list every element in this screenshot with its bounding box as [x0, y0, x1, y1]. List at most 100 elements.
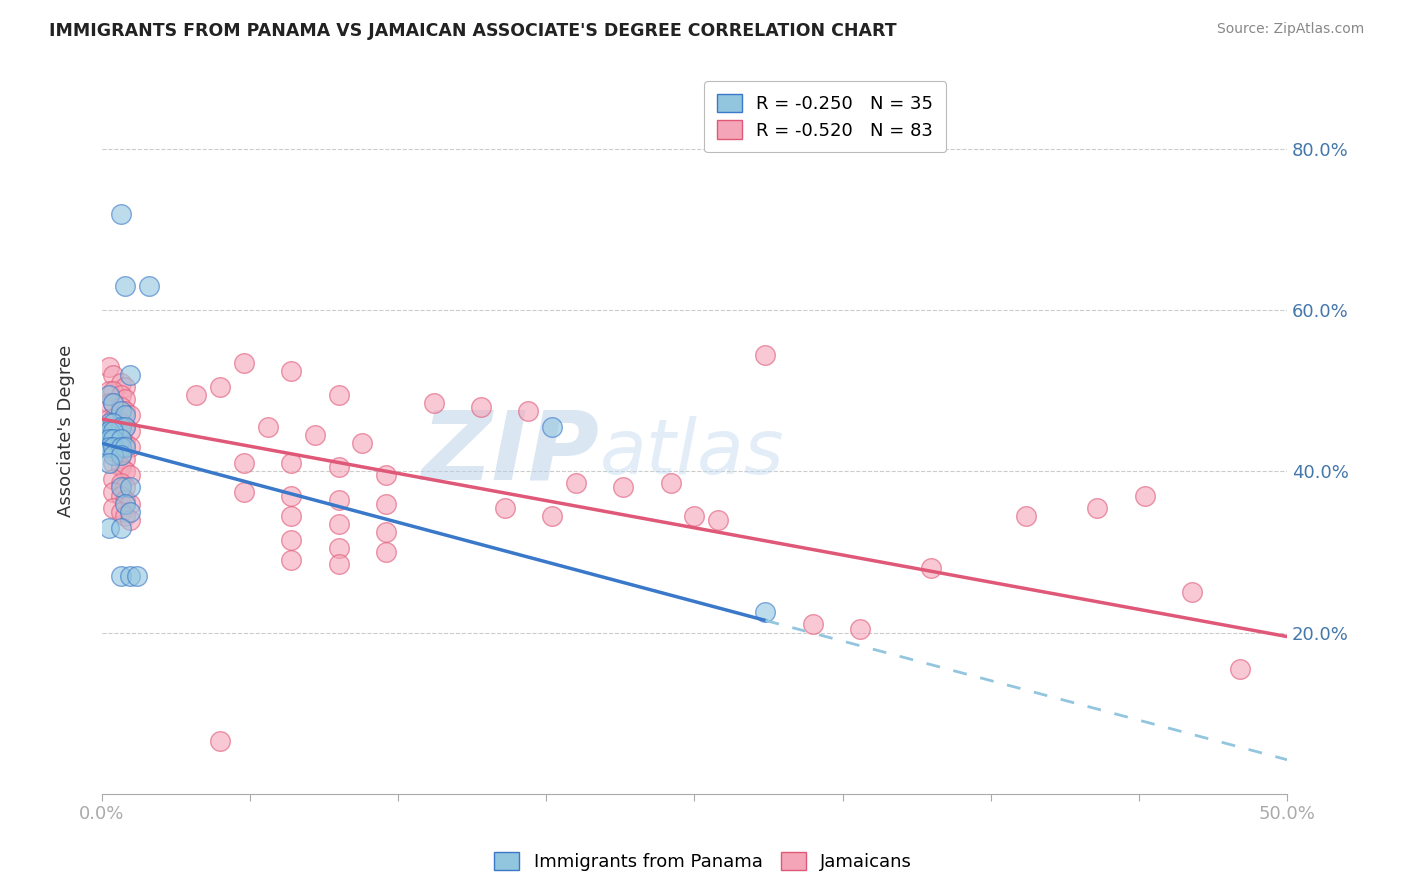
Point: [114, 436, 136, 450]
Point: [304, 428, 326, 442]
Point: [352, 436, 374, 450]
Point: [541, 508, 564, 523]
Point: [1087, 500, 1109, 515]
Point: [103, 396, 125, 410]
Point: [328, 516, 350, 531]
Point: [97, 440, 120, 454]
Point: [565, 476, 588, 491]
Point: [103, 444, 125, 458]
Point: [114, 481, 136, 495]
Point: [801, 617, 824, 632]
Point: [110, 481, 132, 495]
Text: ZIP: ZIP: [422, 407, 599, 500]
Point: [328, 460, 350, 475]
Point: [110, 432, 132, 446]
Point: [110, 440, 132, 454]
Text: IMMIGRANTS FROM PANAMA VS JAMAICAN ASSOCIATE'S DEGREE CORRELATION CHART: IMMIGRANTS FROM PANAMA VS JAMAICAN ASSOC…: [49, 22, 897, 40]
Point: [110, 416, 132, 430]
Point: [114, 497, 136, 511]
Point: [110, 489, 132, 503]
Point: [97, 521, 120, 535]
Point: [328, 541, 350, 555]
Point: [612, 481, 634, 495]
Legend: Immigrants from Panama, Jamaicans: Immigrants from Panama, Jamaicans: [486, 845, 920, 879]
Point: [541, 420, 564, 434]
Point: [118, 481, 141, 495]
Point: [118, 408, 141, 422]
Point: [1229, 662, 1251, 676]
Point: [754, 606, 776, 620]
Point: [103, 396, 125, 410]
Point: [97, 424, 120, 438]
Point: [103, 472, 125, 486]
Point: [138, 279, 160, 293]
Point: [114, 404, 136, 418]
Point: [209, 734, 232, 748]
Point: [517, 404, 540, 418]
Point: [114, 408, 136, 422]
Point: [494, 500, 516, 515]
Point: [375, 468, 398, 483]
Text: Source: ZipAtlas.com: Source: ZipAtlas.com: [1216, 22, 1364, 37]
Point: [280, 489, 302, 503]
Point: [97, 412, 120, 426]
Point: [110, 448, 132, 462]
Point: [114, 508, 136, 523]
Point: [118, 468, 141, 483]
Point: [683, 508, 706, 523]
Point: [103, 424, 125, 438]
Point: [114, 392, 136, 406]
Point: [118, 424, 141, 438]
Point: [209, 380, 232, 394]
Point: [103, 416, 125, 430]
Point: [849, 622, 872, 636]
Point: [110, 505, 132, 519]
Point: [920, 561, 942, 575]
Point: [1181, 585, 1204, 599]
Point: [114, 452, 136, 467]
Point: [375, 545, 398, 559]
Point: [280, 508, 302, 523]
Point: [114, 492, 136, 507]
Point: [97, 396, 120, 410]
Point: [280, 533, 302, 547]
Point: [103, 368, 125, 382]
Point: [118, 569, 141, 583]
Point: [659, 476, 682, 491]
Point: [97, 388, 120, 402]
Point: [328, 492, 350, 507]
Point: [110, 521, 132, 535]
Point: [118, 368, 141, 382]
Point: [1015, 508, 1038, 523]
Point: [1133, 489, 1156, 503]
Point: [470, 400, 492, 414]
Point: [114, 464, 136, 478]
Point: [375, 524, 398, 539]
Point: [118, 497, 141, 511]
Point: [118, 505, 141, 519]
Text: atlas: atlas: [599, 416, 785, 490]
Point: [232, 356, 254, 370]
Point: [328, 557, 350, 571]
Point: [103, 456, 125, 470]
Point: [103, 484, 125, 499]
Point: [754, 347, 776, 361]
Point: [127, 569, 149, 583]
Point: [256, 420, 278, 434]
Point: [97, 359, 120, 374]
Point: [110, 388, 132, 402]
Point: [328, 388, 350, 402]
Y-axis label: Associate's Degree: Associate's Degree: [58, 345, 75, 517]
Point: [103, 432, 125, 446]
Point: [110, 400, 132, 414]
Point: [110, 569, 132, 583]
Point: [103, 440, 125, 454]
Point: [114, 420, 136, 434]
Point: [280, 553, 302, 567]
Legend: R = -0.250   N = 35, R = -0.520   N = 83: R = -0.250 N = 35, R = -0.520 N = 83: [704, 81, 946, 153]
Point: [110, 404, 132, 418]
Point: [118, 440, 141, 454]
Point: [97, 456, 120, 470]
Point: [118, 513, 141, 527]
Point: [114, 420, 136, 434]
